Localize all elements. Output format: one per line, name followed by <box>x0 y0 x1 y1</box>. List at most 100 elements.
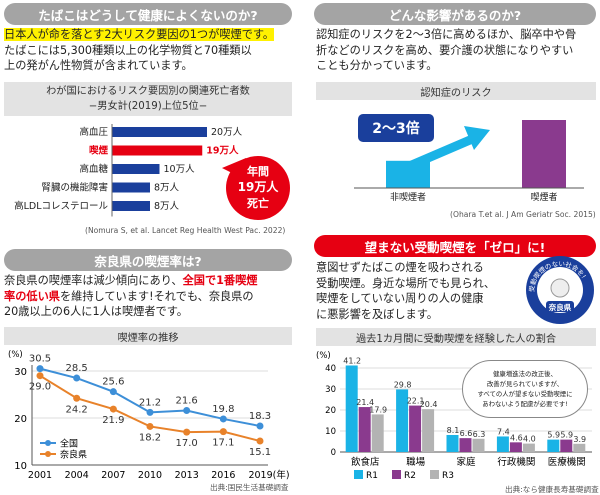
smoking-rate-line-chart: (%) 10 20 30 2001 2004 2007 2010 2013 2016 2019(年)… <box>8 350 290 481</box>
x-tick-label: 2013 <box>175 470 199 481</box>
bar <box>386 160 430 188</box>
bar-value-label: 19万人 <box>206 145 239 157</box>
arrow-head <box>464 126 490 150</box>
data-point <box>146 422 154 430</box>
bar-category-label: 喫煙者 <box>530 191 557 203</box>
y-tick-label: 20 <box>325 406 336 416</box>
chart1-title-line1: わが国におけるリスク要因別の関連死亡者数 <box>46 86 250 97</box>
text-line: を維持しています!それでも、奈良県の <box>59 289 254 303</box>
text-line: 上の発がん性物質が含まれています。 <box>4 59 193 72</box>
x-tick-label: 職場 <box>406 456 426 468</box>
callout-circle <box>226 156 290 220</box>
y-tick-label: 10 <box>325 427 336 437</box>
bar <box>371 414 384 452</box>
bar-category-label: 高LDLコレステロール <box>14 200 108 212</box>
x-tick-label: 家庭 <box>456 456 476 468</box>
text-line: に悪影響を及ぼします。 <box>316 307 438 321</box>
bar <box>409 405 422 452</box>
data-label: 6.6 <box>460 429 473 438</box>
bubble-line: すべての人が望まない受動喫煙に <box>477 390 573 398</box>
bar-value-label: 8万人 <box>154 201 180 212</box>
bar <box>509 442 522 452</box>
data-point <box>73 374 81 382</box>
data-label: 17.0 <box>176 438 198 449</box>
badge-label: 奈良県 <box>548 302 572 312</box>
bar <box>446 434 459 452</box>
chart1-title-line2: −男女計(2019)上位5位− <box>88 101 208 112</box>
y-unit-label: (%) <box>316 351 331 361</box>
bar <box>112 182 150 193</box>
y-tick-label: 30 <box>14 367 27 378</box>
text-line: 折などのリスクを高め、要介護の状態になりやすい <box>316 43 574 57</box>
legend-swatch <box>430 470 439 479</box>
legend-label: R2 <box>404 471 416 481</box>
legend-label: R1 <box>366 471 378 481</box>
data-label: 29.8 <box>394 380 412 389</box>
chart3-title: 喫煙率の推移 <box>4 327 292 345</box>
bar <box>547 439 560 452</box>
character-icon <box>550 278 570 298</box>
bar <box>496 436 509 452</box>
bar <box>112 201 150 211</box>
bubble-line: 改善が見られていますが、 <box>486 380 564 388</box>
passive-smoking-bar-chart: (%) 0 10 20 30 40 41.2 21.417.9 飲食店 29.8 22.120.4 職… <box>316 351 592 481</box>
note-bubble: 健康増進法の改正後、 改善が見られていますが、 すべての人が望まない受動喫煙に … <box>462 360 588 418</box>
chart2-citation: (Ohara T.et al. J Am Geriatr Soc. 2015) <box>450 210 596 219</box>
data-point <box>219 415 227 423</box>
section3-header: 奈良県の喫煙率は? <box>4 249 292 271</box>
data-label: 21.9 <box>102 415 124 426</box>
data-label: 5.9 <box>547 431 560 440</box>
bar-category-label: 非喫煙者 <box>390 191 426 203</box>
bar <box>422 409 435 452</box>
data-point <box>146 408 154 416</box>
data-point <box>109 388 117 396</box>
highlight-text: 日本人が命を落とす2大リスク要因の1つが喫煙です。 <box>4 28 275 41</box>
text-line: 奈良県の喫煙率は減少傾向にあり、 <box>4 274 183 287</box>
bar <box>459 438 472 452</box>
legend-label: 奈良県 <box>60 449 87 461</box>
chart3-citation: 出典:国民生活基礎調査 <box>210 483 289 492</box>
x-tick-label: 2007 <box>101 470 125 481</box>
x-tick-label: 2016 <box>211 470 235 481</box>
bar <box>560 439 573 452</box>
x-tick-label: 2019(年) <box>248 469 289 481</box>
data-point <box>256 422 264 430</box>
bar <box>112 127 207 137</box>
section3-text: 奈良県の喫煙率は減少傾向にあり、全国で1番喫煙 率の低い県を維持しています!それ… <box>4 273 296 320</box>
text-line: 20歳以上の6人に1人は喫煙者です。 <box>4 305 188 318</box>
data-label: 8.1 <box>447 426 460 435</box>
bar-category-label: 腎臓の機能障害 <box>41 182 108 194</box>
chart2-title: 認知症のリスク <box>316 82 596 100</box>
legend-marker <box>45 440 51 446</box>
bubble-line: あわないよう配慮が必要です! <box>482 400 568 408</box>
bar <box>573 443 586 452</box>
data-label: 41.2 <box>343 356 361 365</box>
data-label: 19.8 <box>212 404 234 415</box>
legend-swatch <box>354 470 363 479</box>
x-tick-label: 2001 <box>28 470 52 481</box>
data-label: 17.1 <box>212 438 234 449</box>
data-label: 25.6 <box>102 377 124 388</box>
section4-header: 望まない受動喫煙を「ゼロ」に! <box>314 235 596 257</box>
data-label: 4.0 <box>523 435 536 444</box>
highlight-red-text: 全国で1番喫煙 <box>182 274 258 287</box>
x-tick-label: 2004 <box>65 470 89 481</box>
bar-value-label: 20万人 <box>211 127 243 138</box>
arrow-label-box <box>358 114 434 142</box>
dementia-risk-chart: 2〜3倍 非喫煙者 喫煙者 <box>354 114 584 203</box>
legend-swatch <box>392 470 401 479</box>
data-point <box>183 428 191 436</box>
callout-text: 年間 <box>247 164 269 178</box>
section1-header: たばこはどうして健康によくないのか? <box>4 3 292 25</box>
data-label: 21.2 <box>139 397 161 408</box>
text-line: たばこには5,300種類以上の化学物質と70種類以 <box>4 43 252 57</box>
bar <box>358 407 371 452</box>
data-point <box>109 405 117 413</box>
text-line: 認知症のリスクを2〜3倍に高めるほか、脳卒中や骨 <box>316 28 577 41</box>
data-label: 7.4 <box>497 427 510 436</box>
callout-text: 19万人 <box>238 179 280 194</box>
legend-label: R3 <box>442 471 454 481</box>
data-label: 28.5 <box>66 363 88 374</box>
chart1-title: わが国におけるリスク要因別の関連死亡者数 −男女計(2019)上位5位− <box>4 82 292 116</box>
